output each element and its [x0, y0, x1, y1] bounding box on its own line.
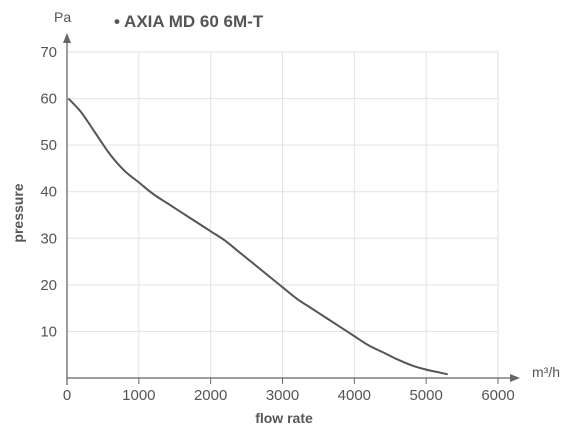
x-tick-labels: 0 1000 2000 3000 4000 5000 6000: [63, 387, 515, 404]
y-tick-label: 10: [40, 323, 57, 340]
x-tick-label: 3000: [266, 387, 299, 404]
grid: [66, 51, 499, 384]
y-tick-label: 50: [40, 137, 57, 154]
y-tick-label: 40: [40, 184, 57, 201]
series-line: [67, 97, 448, 376]
x-axis-arrow: [510, 374, 520, 382]
y-axis-title: pressure: [10, 183, 26, 242]
x-unit-label: m³/h: [532, 364, 560, 380]
x-tick-label: 1000: [122, 387, 155, 404]
y-tick-label: 60: [40, 91, 57, 108]
x-tick-label: 6000: [481, 387, 514, 404]
y-unit-label: Pa: [54, 9, 71, 25]
x-tick-label: 4000: [338, 387, 371, 404]
x-tick-label: 5000: [409, 387, 442, 404]
chart-title: • AXIA MD 60 6M-T: [114, 12, 264, 31]
x-tick-label: 0: [63, 387, 71, 404]
x-tick-label: 2000: [194, 387, 227, 404]
series-group: [67, 97, 448, 376]
axes: [63, 33, 520, 385]
y-tick-label: 20: [40, 277, 57, 294]
x-axis-title: flow rate: [255, 410, 313, 426]
y-tick-label: 30: [40, 230, 57, 247]
y-tick-labels: 10 20 30 40 50 60 70: [40, 44, 57, 340]
y-tick-label: 70: [40, 44, 57, 61]
y-axis-arrow: [63, 33, 71, 43]
